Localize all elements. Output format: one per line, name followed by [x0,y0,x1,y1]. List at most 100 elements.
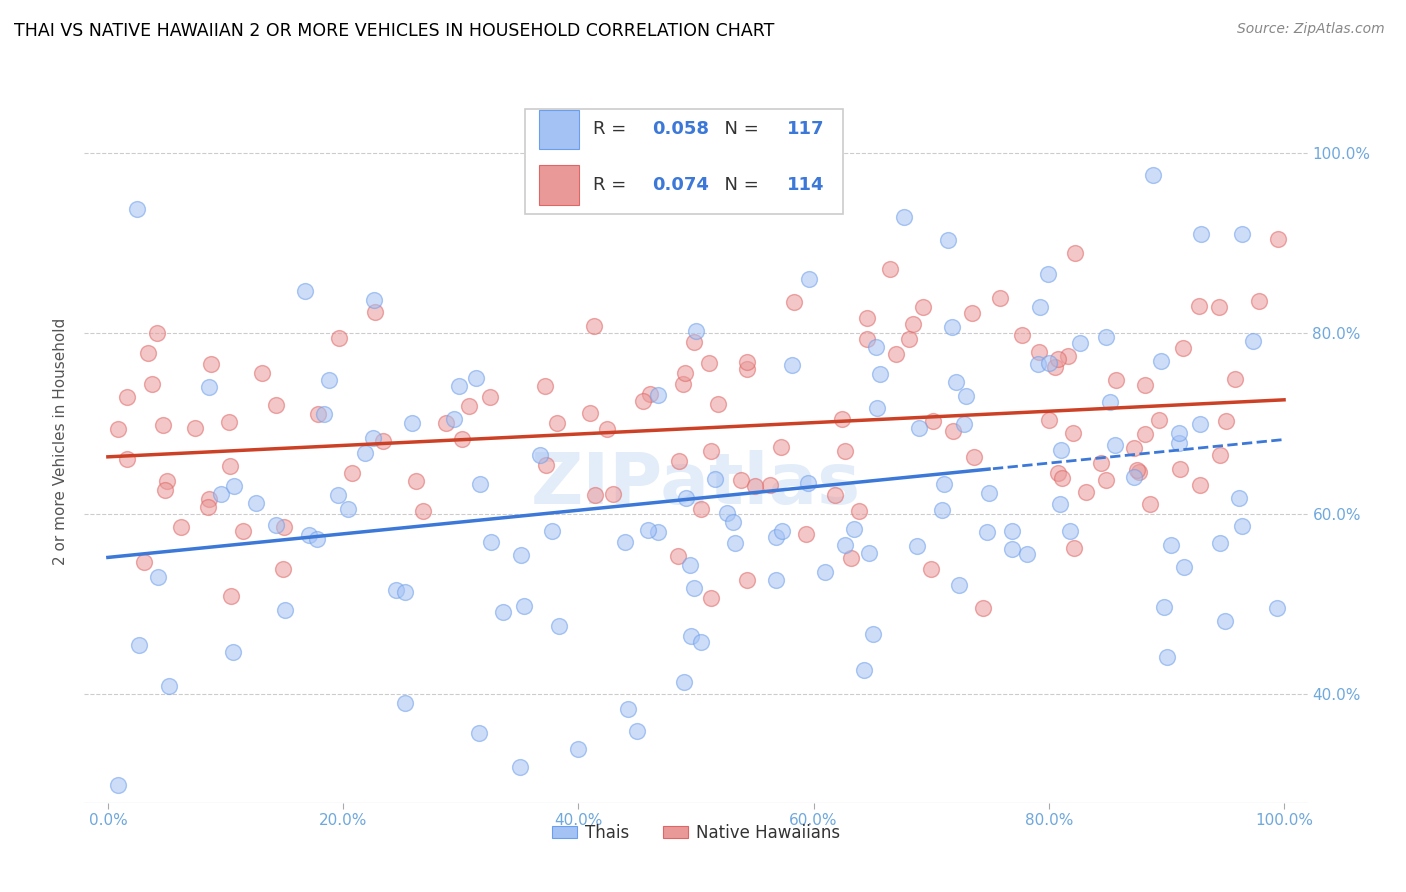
Point [132,555,155,569]
Point [911,301,934,315]
Point [865,401,887,415]
Point [920,562,942,576]
Point [697,356,720,370]
Point [735,355,758,369]
Point [222,645,245,659]
Point [434,416,457,430]
Point [765,530,787,544]
Point [307,532,329,546]
Point [679,629,702,643]
Point [509,760,531,774]
Point [931,502,953,516]
Point [1232,519,1254,533]
Text: ZIPatlas: ZIPatlas [531,450,860,519]
Point [1150,353,1173,368]
Point [1074,485,1097,500]
Point [218,415,240,429]
Point [578,406,600,420]
Point [219,589,242,603]
Point [197,500,219,514]
Point [1028,344,1050,359]
Point [783,294,806,309]
Point [1095,330,1118,344]
Point [197,491,219,506]
Point [834,537,856,551]
Point [1139,497,1161,511]
Point [744,479,766,493]
Point [1045,360,1067,375]
Point [307,407,329,421]
Point [1049,497,1071,511]
Point [988,292,1011,306]
Point [637,524,659,538]
Point [841,550,863,565]
Point [675,491,697,505]
Point [666,549,689,563]
Point [1011,328,1033,343]
Point [602,487,624,501]
Point [647,524,669,539]
Point [724,536,747,550]
Point [1062,425,1084,440]
Point [1125,463,1147,477]
Point [1057,350,1080,364]
Point [457,400,479,414]
Point [1223,372,1246,386]
Point [1153,599,1175,614]
Point [136,345,159,359]
Text: 114: 114 [786,176,824,194]
Point [848,504,870,518]
Point [772,524,794,538]
Point [364,304,387,318]
Point [945,375,967,389]
Point [898,332,921,346]
Point [115,451,138,466]
Point [690,501,713,516]
Point [1050,471,1073,485]
Point [936,233,959,247]
Text: R =: R = [593,120,633,138]
Point [510,549,533,563]
Point [707,397,730,411]
Point [948,578,970,592]
Point [219,459,242,474]
Point [294,284,316,298]
Point [858,546,880,560]
Point [107,778,129,792]
Point [449,379,471,393]
Point [797,475,820,490]
Point [834,444,856,458]
Point [298,527,321,541]
Point [1160,538,1182,552]
Point [385,583,408,598]
Text: N =: N = [713,120,765,138]
Point [962,305,984,319]
Point [245,496,267,510]
Point [128,638,150,652]
Point [209,486,232,500]
Point [1063,246,1085,260]
Point [170,520,193,534]
Point [361,431,384,445]
Point [842,522,865,536]
Point [583,488,606,502]
Point [468,726,491,740]
Point [337,502,360,516]
Point [1189,227,1212,241]
Point [394,696,416,710]
Point [1209,448,1232,462]
Point [328,331,350,345]
Point [567,741,589,756]
Point [1001,542,1024,557]
Point [115,390,138,404]
Point [759,478,782,492]
Point [824,488,846,502]
Point [647,388,669,402]
Point [1168,426,1191,441]
Point [700,591,723,605]
Point [905,539,928,553]
Point [371,434,394,448]
Point [273,520,295,534]
Point [443,411,465,425]
Point [682,334,704,349]
